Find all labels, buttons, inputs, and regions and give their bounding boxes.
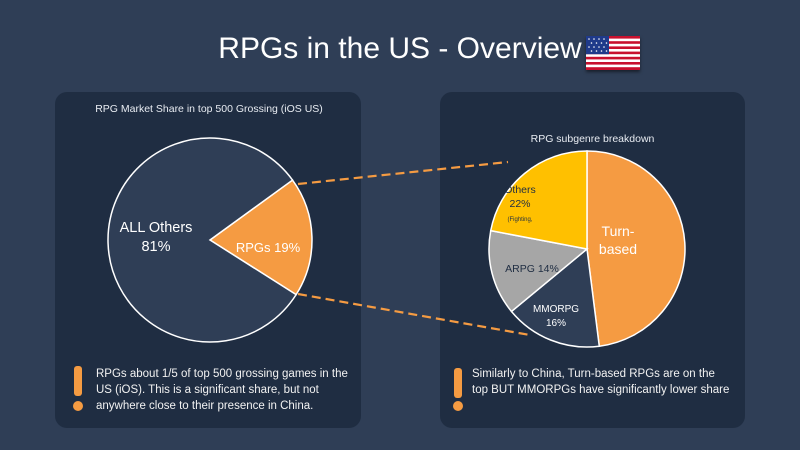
left-exclamation-icon: [73, 366, 83, 411]
connector-line-bottom: [297, 292, 531, 337]
pie-label-all-others: ALL Others 81%: [120, 220, 193, 255]
pie-slice-mmorpg: [510, 247, 601, 348]
pie-label-arpg: ARPG 14%: [505, 263, 559, 275]
pie-label-others: Others 22% (Fighting,: [504, 184, 536, 223]
right-note: Similarly to China, Turn-based RPGs are …: [472, 368, 730, 396]
right-chart-title: RPG subgenre breakdown: [530, 133, 655, 145]
pie-label-turn-based: Turn-based: [599, 223, 637, 257]
pie-slice-others: [489, 150, 588, 250]
pie-label-rpgs: RPGs 19%: [236, 240, 301, 255]
page-title: RPGs in the US - Overview: [218, 32, 582, 65]
pie-slice-all-others: [107, 137, 298, 343]
us-flag-icon: [586, 36, 640, 70]
left-note: RPGs about 1/5 of top 500 grossing games…: [96, 368, 348, 412]
connector-line-top: [297, 160, 509, 186]
right-exclamation-icon: [453, 368, 463, 411]
pie-label-mmorpg: MMORPG 16%: [533, 304, 579, 329]
pie-slice-rpgs: [208, 178, 313, 296]
pie-slice-arpg: [488, 229, 589, 313]
pie-slice-turn-based: [586, 150, 686, 348]
left-chart-title: RPG Market Share in top 500 Grossing (iO…: [95, 103, 323, 115]
market-share-pie: RPGs 19% ALL Others 81%: [107, 137, 313, 343]
subgenre-pie: Turn-based MMORPG 16% ARPG 14% Others 22% (Fig…: [488, 150, 686, 348]
